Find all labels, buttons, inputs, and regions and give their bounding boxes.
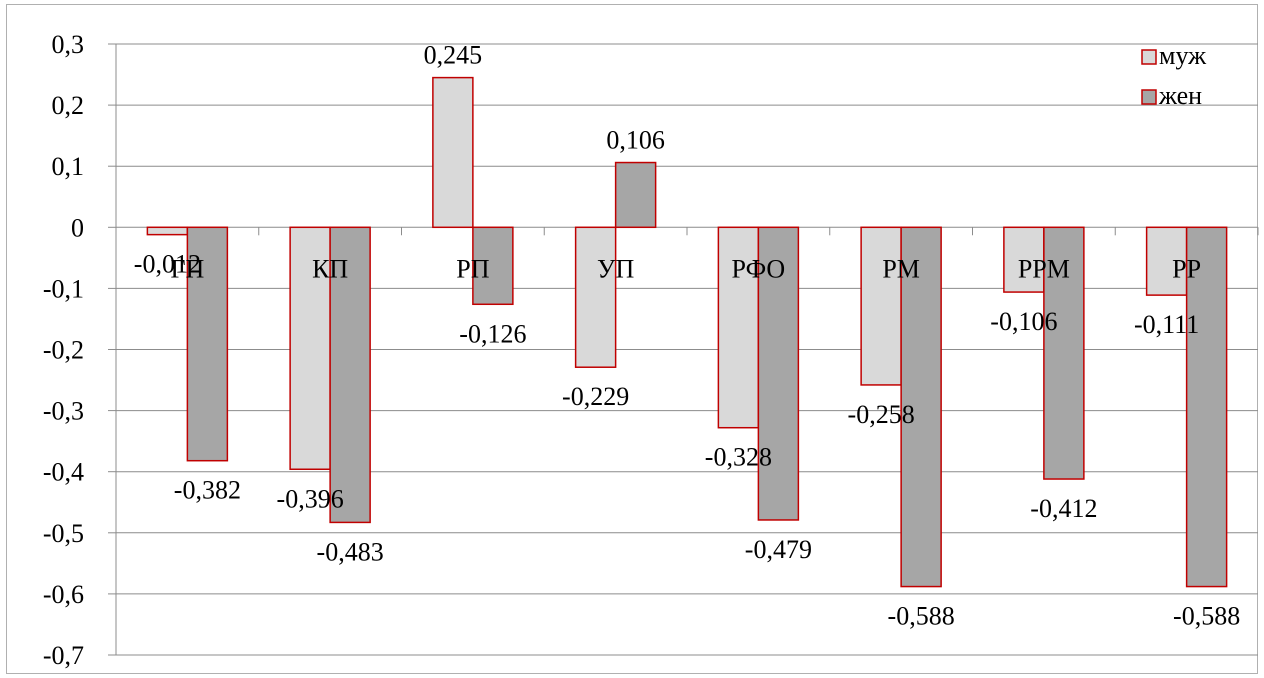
bar-muzh [1003, 226, 1045, 293]
data-label: -0,396 [277, 484, 344, 513]
bar-zhen [900, 226, 942, 588]
category-label: РП [456, 254, 489, 283]
y-axis: 0,3 0,2 0,1 0 -0,1 -0,2 -0,3 -0,4 -0,5 -0,6 -0,7 [43, 30, 1259, 670]
y-tick-label: 0,3 [52, 30, 85, 59]
y-tick-label: -0,5 [43, 519, 84, 548]
data-label: -0,588 [1173, 602, 1240, 631]
y-tick-label: 0,2 [52, 91, 85, 120]
y-tick-label: -0,6 [43, 580, 84, 609]
category-label: РМ [882, 254, 920, 283]
category-labels: ГП КП РП УП РФО РМ РРМ РР [170, 254, 1201, 283]
bar-zhen [1185, 226, 1228, 588]
y-tick-label: -0,3 [43, 397, 84, 426]
data-label: -0,229 [562, 382, 629, 411]
category-label: ГП [170, 254, 204, 283]
bar-muzh [860, 226, 902, 386]
bar-zhen [757, 226, 800, 521]
bar-zhen [614, 161, 657, 229]
category-label: РФО [732, 254, 786, 283]
data-label: -0,483 [317, 537, 384, 566]
category-label: КП [312, 254, 348, 283]
category-label: РР [1172, 254, 1201, 283]
legend-label: жен [1158, 81, 1202, 110]
y-tick-label: -0,4 [43, 458, 84, 487]
data-label: -0,382 [174, 476, 241, 505]
data-label: -0,012 [134, 250, 201, 279]
data-label: 0,106 [606, 126, 665, 155]
data-label: -0,588 [888, 602, 955, 631]
bar-zhen [472, 226, 514, 306]
y-tick-label: -0,1 [43, 274, 84, 303]
y-tick-label: -0,7 [43, 641, 84, 670]
bar-muzh [574, 226, 617, 368]
data-label: -0,412 [1030, 494, 1097, 523]
data-label: -0,106 [990, 307, 1057, 336]
legend-label: муж [1159, 41, 1207, 70]
bar-zhen [329, 226, 371, 524]
data-label: -0,328 [705, 443, 772, 472]
legend-swatch [1141, 89, 1157, 105]
category-label: РРМ [1018, 254, 1070, 283]
bar-zhen [1043, 226, 1085, 480]
data-label: -0,111 [1134, 310, 1199, 339]
legend-swatch [1141, 49, 1157, 65]
bar-zhen [186, 226, 229, 462]
y-tick-label: 0,1 [52, 152, 85, 181]
bar-muzh [717, 226, 760, 429]
bars [146, 76, 1228, 588]
bar-muzh [146, 226, 189, 236]
gridlines [116, 43, 1258, 656]
legend: муж жен [1141, 41, 1207, 110]
y-tick-label: 0 [71, 213, 84, 242]
data-label: 0,245 [424, 41, 483, 70]
category-label: УП [597, 254, 634, 283]
data-label: -0,479 [745, 535, 812, 564]
data-label: -0,126 [459, 319, 526, 348]
bar-muzh [432, 76, 474, 229]
bar-muzh [289, 226, 331, 471]
data-label: -0,258 [848, 400, 915, 429]
data-labels: -0,012 -0,382 -0,396 -0,483 0,245 -0,126 -0,22… [134, 41, 1240, 631]
y-tick-label: -0,2 [43, 336, 84, 365]
